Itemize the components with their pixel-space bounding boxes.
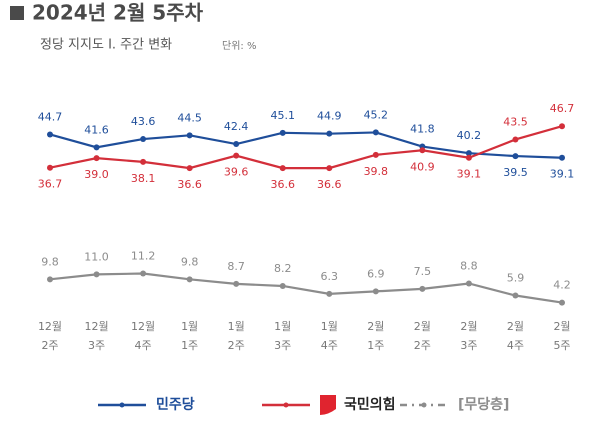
point <box>465 150 472 157</box>
value-label: 38.1 <box>131 172 156 185</box>
point <box>372 129 379 136</box>
value-label: 4.2 <box>553 279 571 292</box>
point <box>233 280 240 287</box>
point <box>279 165 286 172</box>
value-label: 36.6 <box>177 178 202 191</box>
legend-dot <box>119 402 125 408</box>
value-label: 39.1 <box>457 168 482 181</box>
point <box>186 132 193 139</box>
value-label: 39.8 <box>364 165 389 178</box>
unit-label: 단위: % <box>222 39 256 52</box>
point <box>372 151 379 158</box>
value-label: 11.0 <box>84 250 109 263</box>
x-tick-label: 1월 4주 <box>321 320 338 352</box>
point <box>93 271 100 278</box>
series-line <box>49 125 563 170</box>
chart-title: 2024년 2월 5주차 <box>32 1 204 25</box>
value-label: 8.8 <box>460 259 478 272</box>
point <box>279 129 286 136</box>
point <box>465 280 472 287</box>
value-label: 8.7 <box>227 260 245 273</box>
value-label: 44.5 <box>177 111 202 124</box>
x-tick-label: 1월 3주 <box>274 320 291 352</box>
legend-label: [무당층] <box>458 396 509 413</box>
x-tick-label: 1월 2주 <box>228 320 245 352</box>
value-label: 7.5 <box>414 265 432 278</box>
value-label: 36.6 <box>270 178 295 191</box>
x-tick-label: 2월 3주 <box>460 320 477 352</box>
x-tick-label: 2월 5주 <box>553 320 570 352</box>
value-label: 41.8 <box>410 123 435 136</box>
legend-dot <box>283 402 289 408</box>
point <box>559 154 565 161</box>
point <box>233 152 240 159</box>
value-label: 39.0 <box>84 168 109 181</box>
point <box>559 123 565 130</box>
point <box>465 154 472 161</box>
x-tick-label: 2월 2주 <box>414 320 431 352</box>
x-tick-label: 2월 1주 <box>367 320 384 352</box>
point <box>140 270 147 277</box>
value-label: 6.9 <box>367 267 385 280</box>
point <box>512 136 519 143</box>
point <box>559 299 565 306</box>
series-line <box>49 272 563 304</box>
point <box>93 155 100 162</box>
series-line <box>49 131 563 159</box>
point <box>326 165 333 172</box>
value-label: 44.7 <box>38 110 63 123</box>
point <box>419 147 426 154</box>
point <box>512 292 519 299</box>
value-label: 43.5 <box>503 115 528 128</box>
point <box>47 276 53 283</box>
x-tick-label: 12월 2주 <box>38 320 62 352</box>
point <box>326 130 333 137</box>
value-label: 9.8 <box>41 255 59 268</box>
point <box>47 131 53 138</box>
value-label: 5.9 <box>507 272 525 285</box>
point <box>140 136 147 143</box>
value-label: 45.1 <box>270 109 295 122</box>
point <box>419 285 426 292</box>
point <box>93 144 100 151</box>
point <box>47 164 53 171</box>
value-label: 41.6 <box>84 123 109 136</box>
value-label: 6.3 <box>321 270 339 283</box>
legend-label: 국민의힘 <box>344 396 396 413</box>
value-label: 39.1 <box>550 168 575 181</box>
x-tick-label: 12월 3주 <box>84 320 108 352</box>
value-label: 36.7 <box>38 178 63 191</box>
point <box>186 165 193 172</box>
point <box>140 158 147 165</box>
value-label: 8.2 <box>274 262 292 275</box>
value-label: 9.8 <box>181 255 199 268</box>
value-label: 11.2 <box>131 250 156 263</box>
value-label: 45.2 <box>364 108 389 121</box>
point <box>512 153 519 160</box>
point <box>233 141 240 148</box>
point <box>279 282 286 289</box>
subtitle: 정당 지지도 Ⅰ. 주간 변화 <box>40 38 172 53</box>
value-label: 43.6 <box>131 115 156 128</box>
value-label: 36.6 <box>317 178 342 191</box>
value-label: 44.9 <box>317 110 342 123</box>
value-label: 40.9 <box>410 160 435 173</box>
title-marker <box>10 6 24 20</box>
legend-icon <box>320 395 336 415</box>
point <box>326 290 333 297</box>
legend-dot <box>421 402 427 408</box>
x-tick-label: 12월 4주 <box>131 320 155 352</box>
point <box>186 276 193 283</box>
value-label: 39.5 <box>503 166 528 179</box>
x-tick-label: 2월 4주 <box>507 320 524 352</box>
x-tick-label: 1월 1주 <box>181 320 198 352</box>
point <box>372 288 379 295</box>
value-label: 46.7 <box>550 102 575 115</box>
legend-label: 민주당 <box>156 396 195 413</box>
value-label: 40.2 <box>457 129 482 142</box>
value-label: 39.6 <box>224 166 249 179</box>
value-label: 42.4 <box>224 120 249 133</box>
